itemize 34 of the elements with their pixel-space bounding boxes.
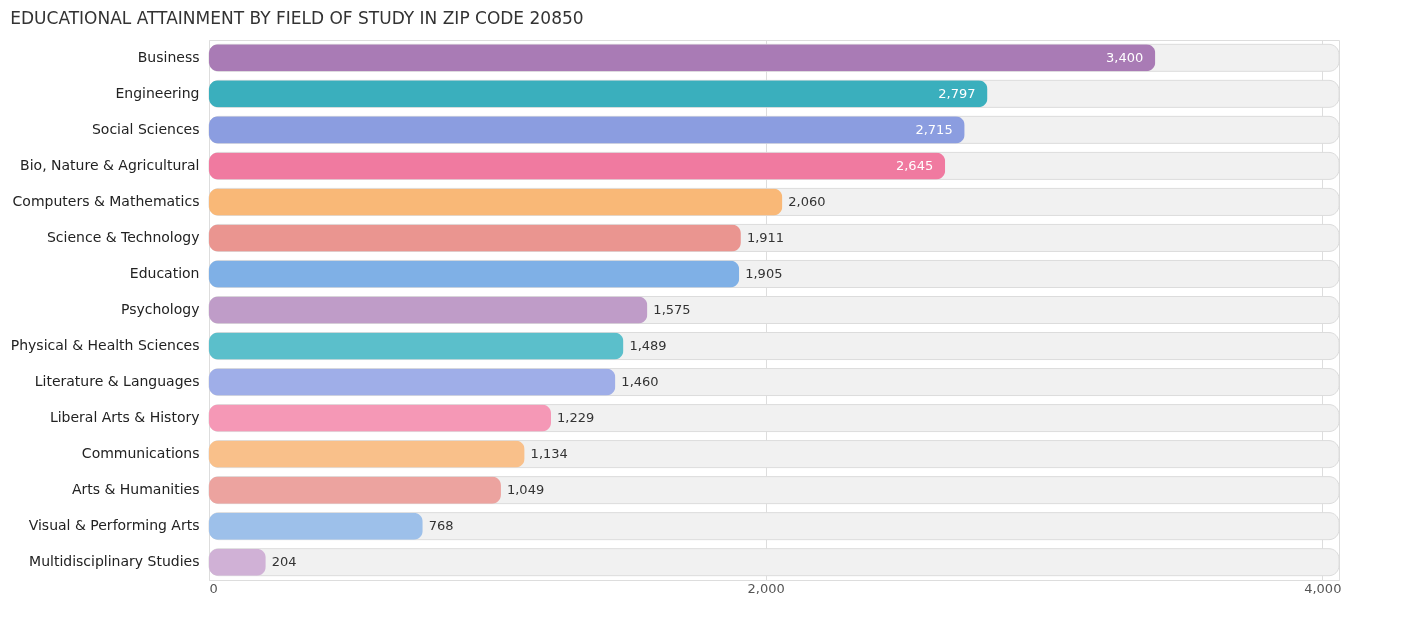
data-label: 2,060 xyxy=(788,193,826,209)
y-tick-label: Education xyxy=(129,264,200,281)
y-tick-label: Business xyxy=(137,48,200,65)
data-label: 1,229 xyxy=(557,410,595,426)
data-label: 1,911 xyxy=(746,229,785,245)
data-label: 1,134 xyxy=(530,446,568,462)
x-tick-label: 4,000 xyxy=(1304,580,1342,596)
y-tick-label: Bio, Nature & Agricultural xyxy=(20,156,200,173)
data-label: 1,049 xyxy=(506,482,545,498)
y-tick-label: Visual & Performing Arts xyxy=(28,517,200,534)
x-tick-label: 2,000 xyxy=(747,580,785,596)
data-label: 204 xyxy=(271,554,297,570)
y-tick-label: Social Sciences xyxy=(91,120,200,137)
data-label: 3,400 xyxy=(1106,49,1144,65)
y-tick-label: Physical & Health Sciences xyxy=(10,337,200,354)
y-tick-label: Science & Technology xyxy=(46,228,200,245)
y-tick-label: Literature & Languages xyxy=(34,373,200,390)
chart-title: EDUCATIONAL ATTAINMENT BY FIELD OF STUDY IN ZIP CODE 20850 xyxy=(10,8,584,28)
data-label: 2,645 xyxy=(895,157,934,173)
data-label: 1,905 xyxy=(745,265,783,281)
y-tick-label: Arts & Humanities xyxy=(71,481,200,498)
y-tick-label: Computers & Mathematics xyxy=(12,192,200,209)
data-label: 1,575 xyxy=(653,302,691,317)
data-label: 1,460 xyxy=(621,374,659,390)
data-label: 2,715 xyxy=(915,121,953,137)
y-tick-label: Engineering xyxy=(115,84,200,101)
data-label: 1,489 xyxy=(629,338,667,354)
y-tick-label: Liberal Arts & History xyxy=(49,409,200,426)
y-tick-label: Psychology xyxy=(120,301,200,317)
y-tick-label: Multidisciplinary Studies xyxy=(29,553,200,570)
y-tick-label: Communications xyxy=(81,445,200,462)
x-tick-label: 0 xyxy=(209,580,218,596)
data-label: 768 xyxy=(428,518,454,534)
data-label: 2,797 xyxy=(938,85,976,101)
